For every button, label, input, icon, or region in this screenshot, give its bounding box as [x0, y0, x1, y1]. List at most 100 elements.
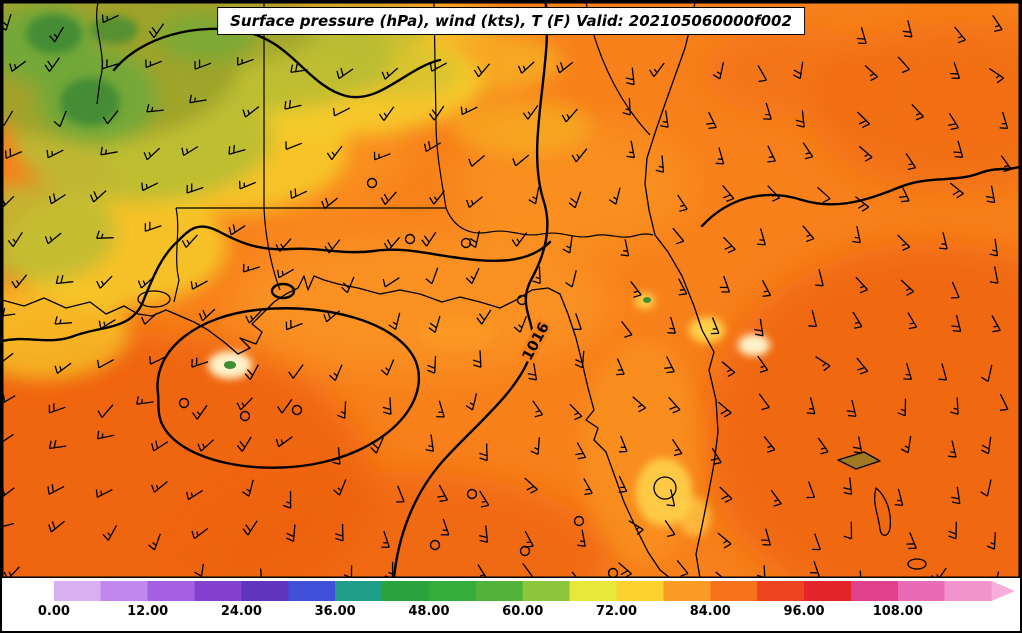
wind-barb [428, 315, 441, 333]
wind-barb [583, 478, 593, 496]
wind-barb [97, 404, 114, 419]
colorbar-tick-label: 96.00 [783, 604, 825, 619]
wind-barb [429, 190, 445, 205]
wind-barb [897, 234, 911, 251]
wind-barb [608, 187, 621, 205]
wind-barb [242, 479, 254, 497]
wind-barb [989, 266, 999, 284]
wind-barb [181, 234, 198, 248]
island [837, 451, 881, 470]
wind-barb [89, 190, 107, 203]
wind-barb [757, 355, 769, 373]
wind-barb [569, 403, 583, 421]
wind-barb [951, 486, 961, 505]
coastline [2, 2, 927, 578]
wind-barb [102, 110, 119, 125]
wind-barb [573, 313, 582, 331]
wind-barb [855, 276, 868, 294]
wind-barb [622, 97, 631, 116]
wind-barb [852, 225, 861, 244]
colorbar-tick-labels: 0.00 12.00 24.00 36.00 48.00 60.00 72.00 84.00 9… [7, 601, 1015, 627]
wind-barb [991, 315, 1001, 333]
wind-barb [479, 443, 488, 462]
colorbar-tick-label: 12.00 [127, 604, 169, 619]
wind-barb [282, 491, 292, 509]
colorbar-tick-label: 36.00 [314, 604, 356, 619]
wind-barb [625, 67, 635, 86]
wind-barb [198, 308, 216, 322]
wind-barb [44, 232, 62, 245]
wind-barb [722, 236, 736, 254]
wind-barb [53, 110, 67, 128]
wind-barb [5, 148, 23, 159]
wind-barb [242, 106, 260, 118]
wind-barb [425, 434, 435, 452]
wind-barb [812, 533, 821, 551]
wind-barb [333, 479, 347, 496]
wind-barb [100, 146, 118, 156]
wind-barb [989, 68, 1004, 84]
wind-barb [55, 275, 74, 285]
wind-barb [632, 396, 647, 413]
wind-barb [186, 489, 204, 501]
wind-barb [181, 145, 199, 157]
wind-barb [577, 529, 586, 548]
wind-barb [1000, 155, 1012, 173]
wind-barb [44, 57, 60, 72]
wind-barb [380, 191, 397, 206]
wind-barb [907, 312, 918, 330]
wind-barb [717, 401, 732, 418]
wind-barb [48, 439, 67, 450]
colorbar-tick-label: 108.00 [872, 604, 923, 619]
wind-barb [96, 275, 113, 289]
wind-barb [568, 191, 582, 209]
island [907, 558, 927, 570]
wind-barb [460, 106, 478, 116]
calm-wind-circle [178, 397, 190, 409]
wind-barb [277, 398, 293, 414]
wind-barb [337, 401, 347, 419]
wind-barb [722, 185, 735, 203]
wind-barb [949, 182, 964, 199]
wind-barb [96, 359, 115, 369]
wind-barb [428, 105, 445, 121]
ground-clutter-speck [224, 361, 236, 369]
calm-wind-circle [573, 515, 585, 527]
map-title: Surface pressure (hPa), wind (kts), T (F… [217, 7, 805, 35]
wind-barb [664, 520, 676, 538]
wind-barb [517, 61, 535, 74]
wind-barb [2, 522, 15, 528]
wind-barb [857, 111, 871, 128]
isobar-small-closed [270, 282, 296, 300]
wind-barb [856, 27, 867, 45]
colorbar-tick-label: 24.00 [220, 604, 262, 619]
wind-barb [9, 60, 27, 72]
wind-barb [999, 111, 1009, 129]
wind-barb [436, 400, 445, 418]
wind-barb [137, 276, 155, 289]
wind-barb [48, 520, 65, 533]
wind-barb [141, 182, 159, 192]
wind-barb [717, 532, 732, 549]
wind-barb [290, 63, 308, 74]
wind-barb [761, 279, 772, 298]
wind-barb [336, 67, 354, 80]
wind-barb [522, 105, 539, 120]
wind-barb [429, 62, 447, 72]
map-canvas: 1016 [2, 2, 1020, 578]
wind-barb [49, 26, 64, 43]
wind-barb [795, 110, 805, 128]
wind-barb [846, 399, 857, 418]
wind-barb [900, 279, 915, 296]
wind-barb [754, 318, 764, 337]
wind-barb [151, 440, 169, 452]
wind-barb [244, 364, 259, 381]
wind-barb [191, 357, 209, 368]
wind-barb [476, 309, 492, 325]
wind-barb [437, 484, 448, 502]
wind-barb [948, 521, 957, 540]
wind-barb [571, 148, 588, 163]
wind-barb [2, 352, 14, 363]
wind-barb [620, 239, 630, 257]
wind-barb [101, 14, 119, 24]
